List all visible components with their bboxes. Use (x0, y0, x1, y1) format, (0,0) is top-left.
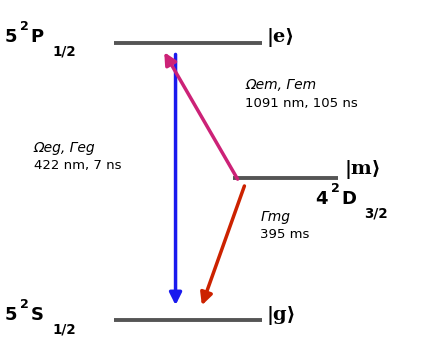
Text: 4: 4 (315, 190, 328, 208)
Text: 422 nm, 7 ns: 422 nm, 7 ns (34, 159, 121, 172)
Text: 395 ms: 395 ms (260, 229, 310, 241)
Text: |g⟩: |g⟩ (266, 305, 296, 325)
Text: D: D (341, 190, 356, 208)
Text: Ωem, Γem: Ωem, Γem (245, 78, 316, 93)
Text: 1/2: 1/2 (53, 322, 77, 336)
Text: 2: 2 (20, 298, 29, 311)
Text: 2: 2 (331, 182, 340, 195)
Text: 1091 nm, 105 ns: 1091 nm, 105 ns (245, 97, 358, 110)
Text: 5: 5 (4, 306, 17, 324)
Text: 3/2: 3/2 (364, 206, 387, 221)
Text: S: S (30, 306, 44, 324)
Text: |e⟩: |e⟩ (266, 28, 294, 47)
Text: Ωeg, Γeg: Ωeg, Γeg (34, 141, 96, 155)
Text: |m⟩: |m⟩ (345, 159, 382, 179)
Text: 2: 2 (20, 20, 29, 33)
Text: Γmg: Γmg (260, 210, 290, 224)
Text: 5: 5 (4, 28, 17, 46)
Text: 1/2: 1/2 (53, 44, 77, 59)
Text: P: P (30, 28, 44, 46)
